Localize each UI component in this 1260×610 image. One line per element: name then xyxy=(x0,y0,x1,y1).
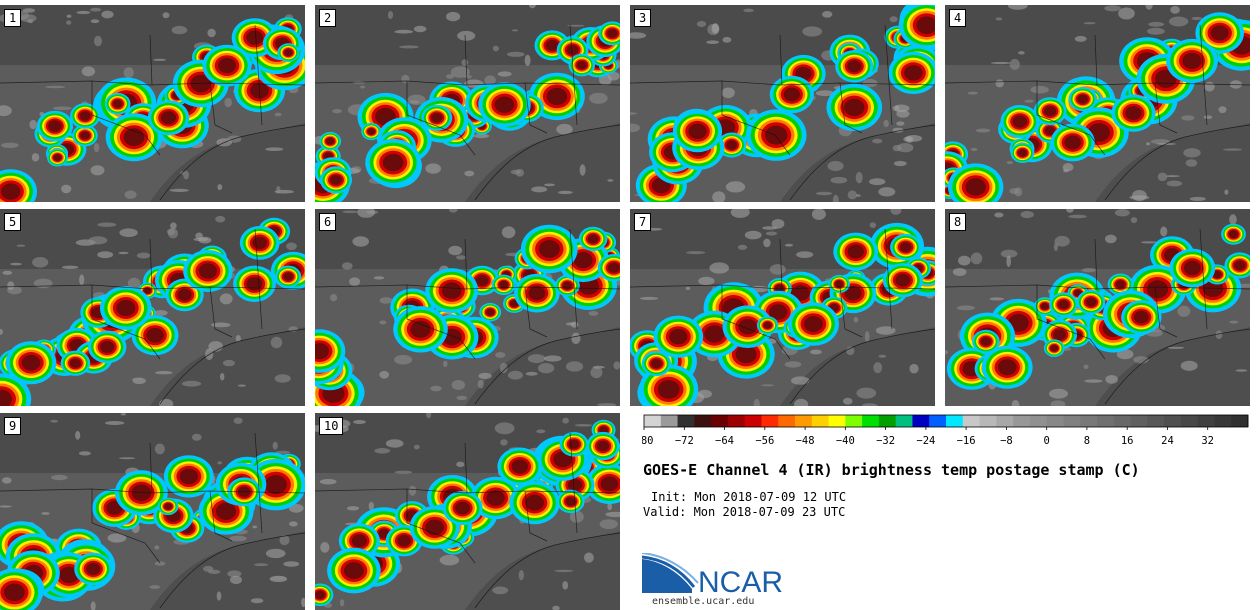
satellite-ir-map xyxy=(315,413,620,610)
satellite-ir-map xyxy=(630,209,935,406)
postage-stamp-panel-3: 3 xyxy=(630,5,935,202)
colorbar-tick-label: −24 xyxy=(916,435,935,447)
site-url: ensemble.ucar.edu xyxy=(652,596,755,607)
colorbar-swatch xyxy=(895,415,913,427)
colorbar-tick-label: −64 xyxy=(715,435,734,447)
colorbar-swatch xyxy=(1231,415,1249,427)
postage-stamp-panel-5: 5 xyxy=(0,209,305,406)
gulf-of-mexico xyxy=(780,123,935,202)
colorbar-tick-label: 0 xyxy=(1044,435,1050,447)
gulf-of-mexico xyxy=(150,123,305,202)
figure-title: GOES-E Channel 4 (IR) brightness temp po… xyxy=(643,461,1140,479)
panel-number-label: 5 xyxy=(4,213,22,231)
colorbar-swatch xyxy=(811,415,829,427)
colorbar-tick-label: 8 xyxy=(1084,435,1090,447)
colorbar-swatch xyxy=(912,415,930,427)
colorbar-tick-label: −80 xyxy=(642,435,653,447)
colorbar-swatch xyxy=(962,415,980,427)
colorbar-swatch xyxy=(711,415,729,427)
colorbar-swatch xyxy=(996,415,1014,427)
panel-number-label: 1 xyxy=(4,9,22,27)
gulf-of-mexico xyxy=(1095,327,1250,406)
satellite-ir-map xyxy=(945,5,1250,202)
colorbar-swatch xyxy=(1180,415,1199,427)
colorbar-swatch xyxy=(694,415,712,427)
colorbar-swatch xyxy=(744,415,762,427)
panel-number-label: 6 xyxy=(319,213,337,231)
colorbar-swatch xyxy=(1013,415,1031,427)
satellite-ir-map xyxy=(0,209,305,406)
colorbar-swatch xyxy=(727,415,746,427)
postage-stamp-panel-4: 4 xyxy=(945,5,1250,202)
panel-number-label: 2 xyxy=(319,9,337,27)
colorbar-swatch xyxy=(1130,415,1148,427)
colorbar-swatch xyxy=(1097,415,1115,427)
colorbar-tick-label: −8 xyxy=(1000,435,1013,447)
postage-stamp-panel-1: 1 xyxy=(0,5,305,202)
colorbar-swatch xyxy=(795,415,813,427)
satellite-ir-map xyxy=(0,5,305,202)
colorbar-swatch xyxy=(862,415,880,427)
colorbar-tick-label: 32 xyxy=(1201,435,1214,447)
colorbar-tick-label: −32 xyxy=(876,435,895,447)
postage-stamp-panel-8: 8 xyxy=(945,209,1250,406)
colorbar-swatch xyxy=(1214,415,1232,427)
colorbar-swatch xyxy=(1063,415,1081,427)
colorbar-tick-label: −40 xyxy=(836,435,855,447)
colorbar-swatch xyxy=(644,415,662,427)
colorbar-swatch xyxy=(1113,415,1131,427)
gulf-of-mexico xyxy=(780,327,935,406)
panel-number-label: 3 xyxy=(634,9,652,27)
panel-number-label: 8 xyxy=(949,213,967,231)
postage-stamp-panel-7: 7 xyxy=(630,209,935,406)
colorbar-swatch xyxy=(1164,415,1182,427)
panel-number-label: 7 xyxy=(634,213,652,231)
postage-stamp-panel-6: 6 xyxy=(315,209,620,406)
colorbar-swatch xyxy=(778,415,796,427)
colorbar-tick-label: −56 xyxy=(755,435,774,447)
satellite-ir-map xyxy=(0,413,305,610)
colorbar-swatch xyxy=(1046,415,1064,427)
colorbar-swatch xyxy=(660,415,678,427)
colorbar-swatch xyxy=(845,415,863,427)
colorbar-swatch xyxy=(946,415,964,427)
colorbar-swatch xyxy=(979,415,997,427)
satellite-ir-map xyxy=(315,209,620,406)
colorbar-swatch xyxy=(828,415,846,427)
colorbar-swatch xyxy=(1197,415,1215,427)
postage-stamp-panel-2: 2 xyxy=(315,5,620,202)
gulf-of-mexico xyxy=(150,531,305,610)
colorbar-swatch xyxy=(929,415,947,427)
satellite-ir-map xyxy=(945,209,1250,406)
colorbar-swatch xyxy=(677,415,695,427)
colorbar-tick-label: 24 xyxy=(1161,435,1174,447)
postage-stamp-panel-10: 10 xyxy=(315,413,620,610)
valid-time: Valid: Mon 2018-07-09 23 UTC xyxy=(643,505,846,519)
colorbar-swatch xyxy=(878,415,897,427)
ncar-logo: NCAR xyxy=(642,553,783,595)
colorbar-swatch xyxy=(1029,415,1048,427)
colorbar-swatch xyxy=(761,415,779,427)
satellite-ir-map xyxy=(630,5,935,202)
init-time: Init: Mon 2018-07-09 12 UTC xyxy=(651,490,847,504)
colorbar-swatch xyxy=(1147,415,1165,427)
colorbar-tick-label: −48 xyxy=(796,435,815,447)
panel-number-label: 9 xyxy=(4,417,22,435)
postage-stamp-panel-9: 9 xyxy=(0,413,305,610)
colorbar-tick-label: −16 xyxy=(957,435,976,447)
colorbar-tick-label: 16 xyxy=(1121,435,1134,447)
ncar-logo-text: NCAR xyxy=(698,566,783,595)
gulf-of-mexico xyxy=(465,123,620,202)
panel-number-label: 10 xyxy=(319,417,344,435)
panel-number-label: 4 xyxy=(949,9,967,27)
colorbar-tick-label: −72 xyxy=(675,435,694,447)
gulf-of-mexico xyxy=(1095,123,1250,202)
satellite-ir-map xyxy=(315,5,620,202)
colorbar-swatch xyxy=(1080,415,1098,427)
